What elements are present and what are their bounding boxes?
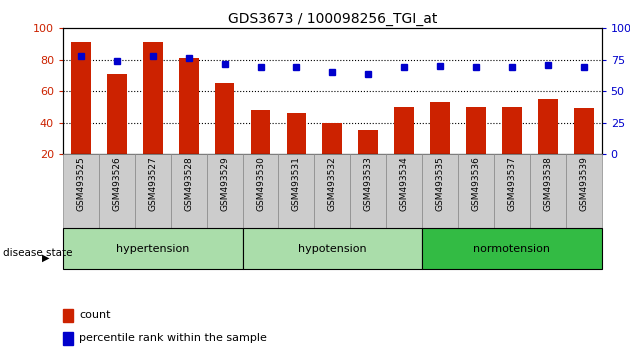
Text: count: count xyxy=(79,310,111,320)
FancyBboxPatch shape xyxy=(350,154,386,228)
Text: GSM493530: GSM493530 xyxy=(256,156,265,211)
Bar xyxy=(107,74,127,154)
Bar xyxy=(323,122,342,154)
Bar xyxy=(466,107,486,154)
Bar xyxy=(574,108,593,154)
Text: GSM493525: GSM493525 xyxy=(76,156,86,211)
Bar xyxy=(179,58,198,154)
Bar xyxy=(63,332,72,345)
Title: GDS3673 / 100098256_TGI_at: GDS3673 / 100098256_TGI_at xyxy=(227,12,437,26)
FancyBboxPatch shape xyxy=(566,154,602,228)
FancyBboxPatch shape xyxy=(458,154,494,228)
Bar xyxy=(502,107,522,154)
Text: disease state: disease state xyxy=(3,248,72,258)
FancyBboxPatch shape xyxy=(171,154,207,228)
Bar xyxy=(538,99,558,154)
Text: GSM493526: GSM493526 xyxy=(112,156,122,211)
Text: GSM493536: GSM493536 xyxy=(471,156,481,211)
Text: normotension: normotension xyxy=(473,244,551,254)
FancyBboxPatch shape xyxy=(494,154,530,228)
Bar xyxy=(287,113,306,154)
FancyBboxPatch shape xyxy=(207,154,243,228)
Text: GSM493537: GSM493537 xyxy=(507,156,517,211)
Text: GSM493539: GSM493539 xyxy=(579,156,588,211)
Text: GSM493538: GSM493538 xyxy=(543,156,553,211)
Text: GSM493532: GSM493532 xyxy=(328,156,337,211)
Text: GSM493533: GSM493533 xyxy=(364,156,373,211)
FancyBboxPatch shape xyxy=(135,154,171,228)
Bar xyxy=(143,42,163,154)
FancyBboxPatch shape xyxy=(63,228,243,269)
Bar xyxy=(63,309,72,322)
Bar xyxy=(71,42,91,154)
FancyBboxPatch shape xyxy=(422,154,458,228)
Bar xyxy=(358,130,378,154)
Bar xyxy=(215,83,234,154)
FancyBboxPatch shape xyxy=(386,154,422,228)
Text: percentile rank within the sample: percentile rank within the sample xyxy=(79,333,267,343)
FancyBboxPatch shape xyxy=(530,154,566,228)
Text: GSM493531: GSM493531 xyxy=(292,156,301,211)
Text: GSM493535: GSM493535 xyxy=(435,156,445,211)
Bar xyxy=(394,107,414,154)
Text: ▶: ▶ xyxy=(42,253,49,263)
Text: GSM493527: GSM493527 xyxy=(148,156,158,211)
Text: hypotension: hypotension xyxy=(298,244,367,254)
Text: GSM493534: GSM493534 xyxy=(399,156,409,211)
FancyBboxPatch shape xyxy=(99,154,135,228)
FancyBboxPatch shape xyxy=(314,154,350,228)
FancyBboxPatch shape xyxy=(243,154,278,228)
Text: hypertension: hypertension xyxy=(116,244,190,254)
FancyBboxPatch shape xyxy=(243,228,422,269)
Text: GSM493528: GSM493528 xyxy=(184,156,193,211)
FancyBboxPatch shape xyxy=(278,154,314,228)
Bar xyxy=(251,110,270,154)
Text: GSM493529: GSM493529 xyxy=(220,156,229,211)
FancyBboxPatch shape xyxy=(422,228,602,269)
Bar xyxy=(430,102,450,154)
FancyBboxPatch shape xyxy=(63,154,99,228)
